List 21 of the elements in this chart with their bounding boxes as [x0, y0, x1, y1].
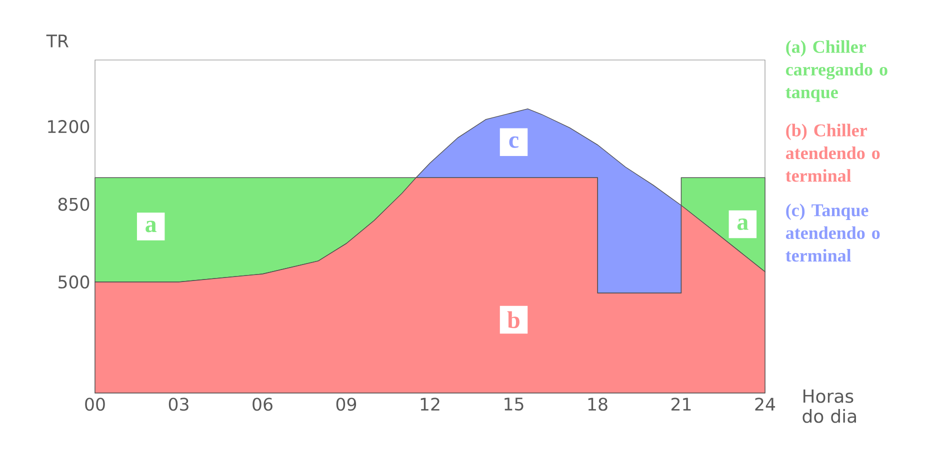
annotation: a [146, 220, 156, 232]
x-axis-title: Horas do dia [802, 390, 856, 423]
series-label: (c) Tanque atendendo o terminal [786, 204, 880, 262]
annotation: c [509, 136, 518, 148]
text: (a) Chiller carregando o tanque [786, 40, 888, 102]
x-tick-label: 06 [252, 398, 272, 411]
x-tick-label: 12 [420, 398, 440, 411]
x-tick-label: 18 [588, 398, 608, 411]
x-tick-label: 21 [672, 398, 691, 411]
y-tick-label: 850 [58, 198, 90, 211]
y-axis-title: TR [46, 34, 68, 48]
y-tick-label: 1200 [48, 120, 90, 134]
annotation: a [737, 218, 748, 230]
y-tick-label: 500 [58, 275, 90, 289]
x-tick-label: 00 [85, 398, 105, 411]
x-tick-label: 03 [168, 398, 188, 411]
x-tick-label: 24 [755, 398, 776, 411]
text: (b) Chiller atendendo o terminal [786, 124, 880, 182]
x-tick-label: 09 [336, 398, 356, 411]
x-tick-label: 15 [504, 398, 524, 411]
annotation: b [507, 311, 520, 328]
